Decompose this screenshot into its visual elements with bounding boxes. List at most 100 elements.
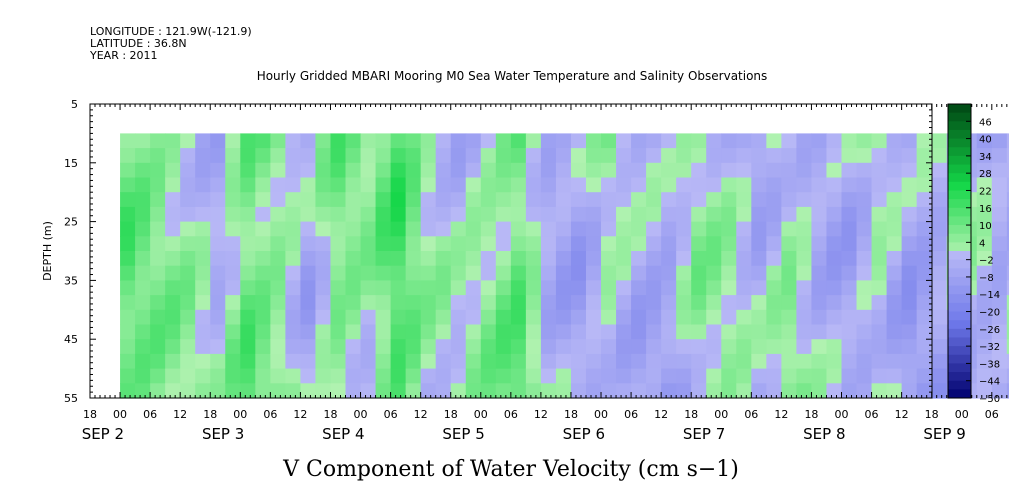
heatmap-cell — [225, 324, 241, 340]
heatmap-cell — [510, 368, 527, 384]
heatmap-cell — [465, 324, 482, 340]
heatmap-cell — [210, 133, 226, 149]
heatmap-cell — [510, 177, 527, 193]
heatmap-cell — [826, 162, 843, 179]
x-tick-label: 18 — [444, 408, 458, 421]
heatmap-cell — [841, 368, 858, 384]
heatmap-cell — [706, 251, 722, 267]
heatmap-cell — [405, 206, 422, 223]
heatmap-cell — [120, 206, 136, 223]
heatmap-cell — [345, 148, 362, 164]
colorbar-swatch — [948, 337, 971, 347]
heatmap-cell — [225, 309, 241, 326]
heatmap-cell — [450, 221, 467, 237]
heatmap-cell — [916, 339, 933, 355]
heatmap-cell — [255, 265, 271, 281]
heatmap-cell — [706, 383, 722, 399]
heatmap-cell — [841, 339, 858, 355]
heatmap-cell — [480, 236, 497, 252]
heatmap-cell — [285, 309, 302, 326]
heatmap-cell — [540, 206, 557, 223]
heatmap-cell — [585, 192, 602, 208]
heatmap-cell — [225, 368, 241, 384]
heatmap-cell — [300, 221, 317, 237]
heatmap-cell — [540, 295, 557, 311]
heatmap-cell — [480, 339, 497, 355]
heatmap-cell — [811, 133, 828, 149]
heatmap-cell — [570, 309, 587, 326]
heatmap-cell — [661, 353, 677, 370]
heatmap-cell — [390, 339, 407, 355]
heatmap-cell — [691, 221, 707, 237]
x-tick-label: 06 — [263, 408, 277, 421]
heatmap-cell — [270, 309, 286, 326]
heatmap-cell — [420, 353, 437, 370]
heatmap-cell — [435, 192, 452, 208]
heatmap-cell — [1006, 177, 1009, 193]
heatmap-cell — [405, 177, 422, 193]
heatmap-cell — [976, 383, 993, 399]
heatmap-cell — [420, 383, 437, 399]
x-axis-label: V Component of Water Velocity (cm s−1) — [282, 457, 739, 482]
heatmap-cell — [375, 353, 392, 370]
heatmap-cell — [931, 221, 948, 237]
heatmap-cell — [180, 324, 196, 340]
heatmap-cell — [871, 339, 888, 355]
heatmap-cell — [255, 295, 271, 311]
heatmap-cell — [165, 192, 181, 208]
heatmap-cell — [165, 206, 181, 223]
heatmap-cell — [195, 192, 211, 208]
heatmap-cell — [736, 309, 752, 326]
heatmap-cell — [631, 339, 647, 355]
x-tick-label: 06 — [865, 408, 879, 421]
heatmap-cell — [601, 339, 617, 355]
heatmap-cell — [300, 353, 317, 370]
heatmap-cell — [691, 324, 707, 340]
heatmap-cell — [616, 265, 632, 281]
heatmap-cell — [766, 206, 782, 223]
heatmap-cell — [901, 265, 918, 281]
heatmap-cell — [691, 162, 707, 179]
heatmap-cell — [826, 221, 843, 237]
heatmap-cell — [570, 353, 587, 370]
heatmap-cell — [886, 177, 903, 193]
colorbar-label: −14 — [979, 290, 1000, 301]
heatmap-cell — [360, 368, 377, 384]
heatmap-cell — [255, 206, 271, 223]
heatmap-cell — [285, 133, 302, 149]
heatmap-cell — [225, 148, 241, 164]
heatmap-cell — [781, 280, 798, 296]
heatmap-cell — [991, 206, 1008, 223]
colorbar-swatch — [948, 302, 971, 313]
heatmap-cell — [661, 148, 677, 164]
heatmap-cell — [375, 133, 392, 149]
y-tick-label: 45 — [64, 333, 78, 346]
heatmap-cell — [390, 177, 407, 193]
heatmap-cell — [240, 221, 256, 237]
heatmap-cell — [165, 383, 181, 399]
heatmap-cell — [195, 280, 211, 296]
heatmap-cell — [781, 368, 798, 384]
colorbar-swatch — [948, 389, 971, 399]
heatmap-cell — [540, 133, 557, 149]
heatmap-cell — [555, 206, 572, 223]
heatmap-cell — [300, 192, 317, 208]
colorbar-label: 46 — [979, 117, 992, 128]
heatmap-cell — [886, 324, 903, 340]
colorbar-label: 4 — [979, 238, 985, 249]
heatmap-cell — [736, 177, 752, 193]
heatmap-cell — [646, 162, 662, 179]
heatmap-cell — [195, 206, 211, 223]
heatmap-cell — [616, 353, 632, 370]
heatmap-cell — [811, 206, 828, 223]
colorbar-swatch — [948, 311, 971, 321]
heatmap-cell — [886, 280, 903, 296]
heatmap-cell — [240, 206, 256, 223]
heatmap-cell — [766, 265, 782, 281]
heatmap-cell — [375, 309, 392, 326]
heatmap-cell — [480, 265, 497, 281]
heatmap-cell — [856, 148, 873, 164]
heatmap-cell — [405, 221, 422, 237]
heatmap-cell — [465, 309, 482, 326]
heatmap-cell — [976, 280, 993, 296]
